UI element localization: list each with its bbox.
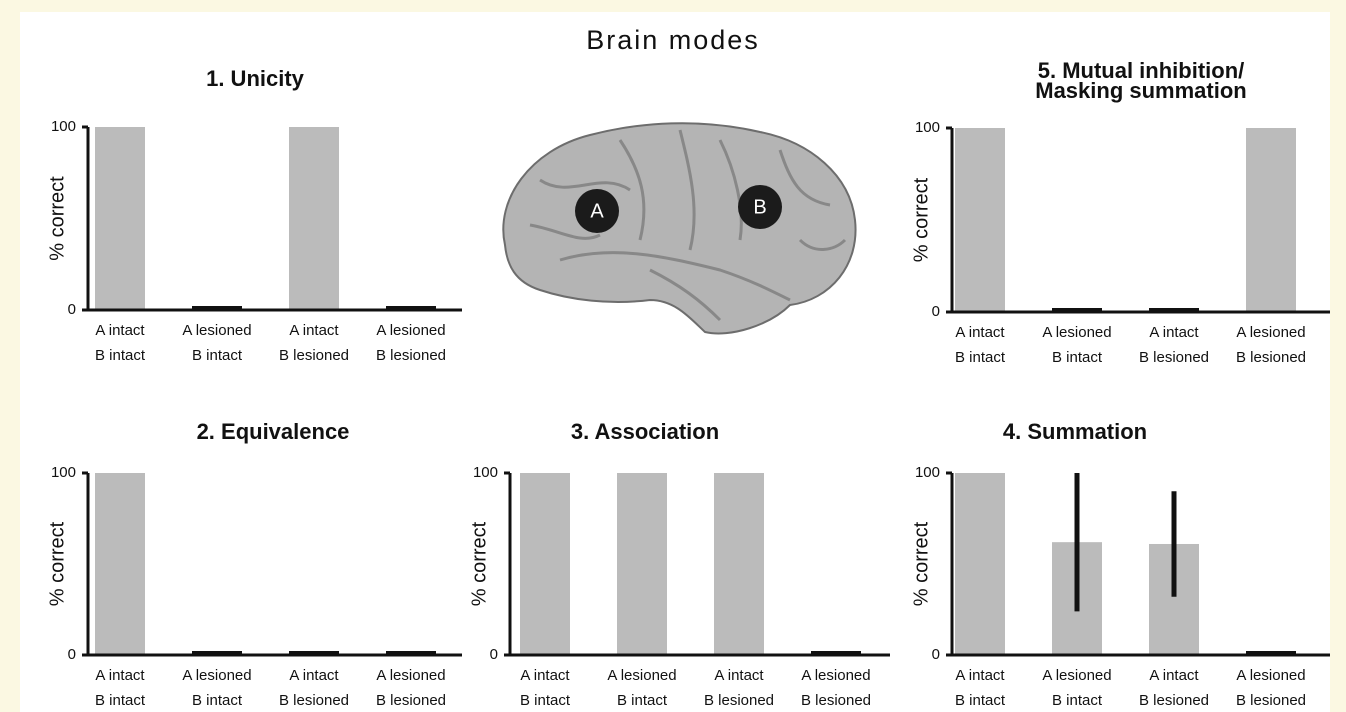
x-tick-label: A intact (289, 322, 339, 339)
y-axis-label: % correct (910, 521, 932, 606)
y-axis-label: % correct (46, 176, 68, 261)
y-tick-label: 100 (51, 464, 76, 481)
brain-label: B (753, 196, 766, 218)
x-tick-label: B lesioned (279, 692, 349, 709)
chart-title: 2. Equivalence (197, 419, 350, 444)
x-tick-label: A intact (955, 324, 1005, 341)
bar (955, 473, 1005, 655)
x-tick-label: A intact (520, 667, 570, 684)
x-tick-label: A intact (95, 322, 145, 339)
y-tick-label: 100 (915, 464, 940, 481)
x-tick-label: B intact (95, 347, 146, 364)
chart-title: Masking summation (1035, 78, 1246, 103)
x-tick-label: A lesioned (1236, 324, 1305, 341)
x-tick-label: B lesioned (1139, 692, 1209, 709)
x-tick-label: B intact (1052, 692, 1103, 709)
x-tick-label: A intact (1149, 324, 1199, 341)
x-tick-label: B intact (520, 692, 571, 709)
x-tick-label: B lesioned (1236, 349, 1306, 366)
chart-title: 4. Summation (1003, 419, 1147, 444)
y-tick-label: 100 (51, 118, 76, 135)
x-tick-label: B intact (1052, 349, 1103, 366)
y-tick-label: 100 (473, 464, 498, 481)
y-tick-label: 0 (490, 646, 498, 663)
x-tick-label: A intact (289, 667, 339, 684)
x-tick-label: B intact (192, 692, 243, 709)
y-tick-label: 0 (68, 646, 76, 663)
bar (1246, 128, 1296, 312)
y-axis-label: % correct (910, 177, 932, 262)
y-axis-label: % correct (468, 521, 490, 606)
x-tick-label: B lesioned (279, 347, 349, 364)
y-tick-label: 100 (915, 119, 940, 136)
x-tick-label: A lesioned (376, 322, 445, 339)
x-tick-label: B lesioned (376, 692, 446, 709)
x-tick-label: A intact (955, 667, 1005, 684)
bar (95, 127, 145, 310)
x-tick-label: A lesioned (376, 667, 445, 684)
x-tick-label: A intact (714, 667, 764, 684)
y-tick-label: 0 (68, 301, 76, 318)
chart-title: 1. Unicity (206, 66, 305, 91)
bar (955, 128, 1005, 312)
x-tick-label: B lesioned (1139, 349, 1209, 366)
x-tick-label: A lesioned (1042, 324, 1111, 341)
x-tick-label: A lesioned (1236, 667, 1305, 684)
x-tick-label: A lesioned (607, 667, 676, 684)
brain-label: A (590, 200, 604, 222)
figure: Brain modes A B 1. Unicity % correct 0 100 A… (0, 0, 1346, 712)
bar (289, 127, 339, 310)
x-tick-label: A lesioned (182, 322, 251, 339)
bar (714, 473, 764, 655)
x-tick-label: B intact (95, 692, 146, 709)
y-axis-label: % correct (46, 521, 68, 606)
x-tick-label: B lesioned (801, 692, 871, 709)
figure-title: Brain modes (586, 25, 760, 55)
y-tick-label: 0 (932, 646, 940, 663)
y-tick-label: 0 (932, 303, 940, 320)
bar (617, 473, 667, 655)
bar (95, 473, 145, 655)
bar (520, 473, 570, 655)
x-tick-label: B intact (617, 692, 668, 709)
x-tick-label: A intact (95, 667, 145, 684)
chart-title: 3. Association (571, 419, 719, 444)
x-tick-label: B intact (955, 349, 1006, 366)
x-tick-label: A lesioned (801, 667, 870, 684)
x-tick-label: B intact (955, 692, 1006, 709)
x-tick-label: B lesioned (376, 347, 446, 364)
x-tick-label: A intact (1149, 667, 1199, 684)
x-tick-label: B lesioned (704, 692, 774, 709)
x-tick-label: A lesioned (182, 667, 251, 684)
x-tick-label: A lesioned (1042, 667, 1111, 684)
x-tick-label: B lesioned (1236, 692, 1306, 709)
x-tick-label: B intact (192, 347, 243, 364)
